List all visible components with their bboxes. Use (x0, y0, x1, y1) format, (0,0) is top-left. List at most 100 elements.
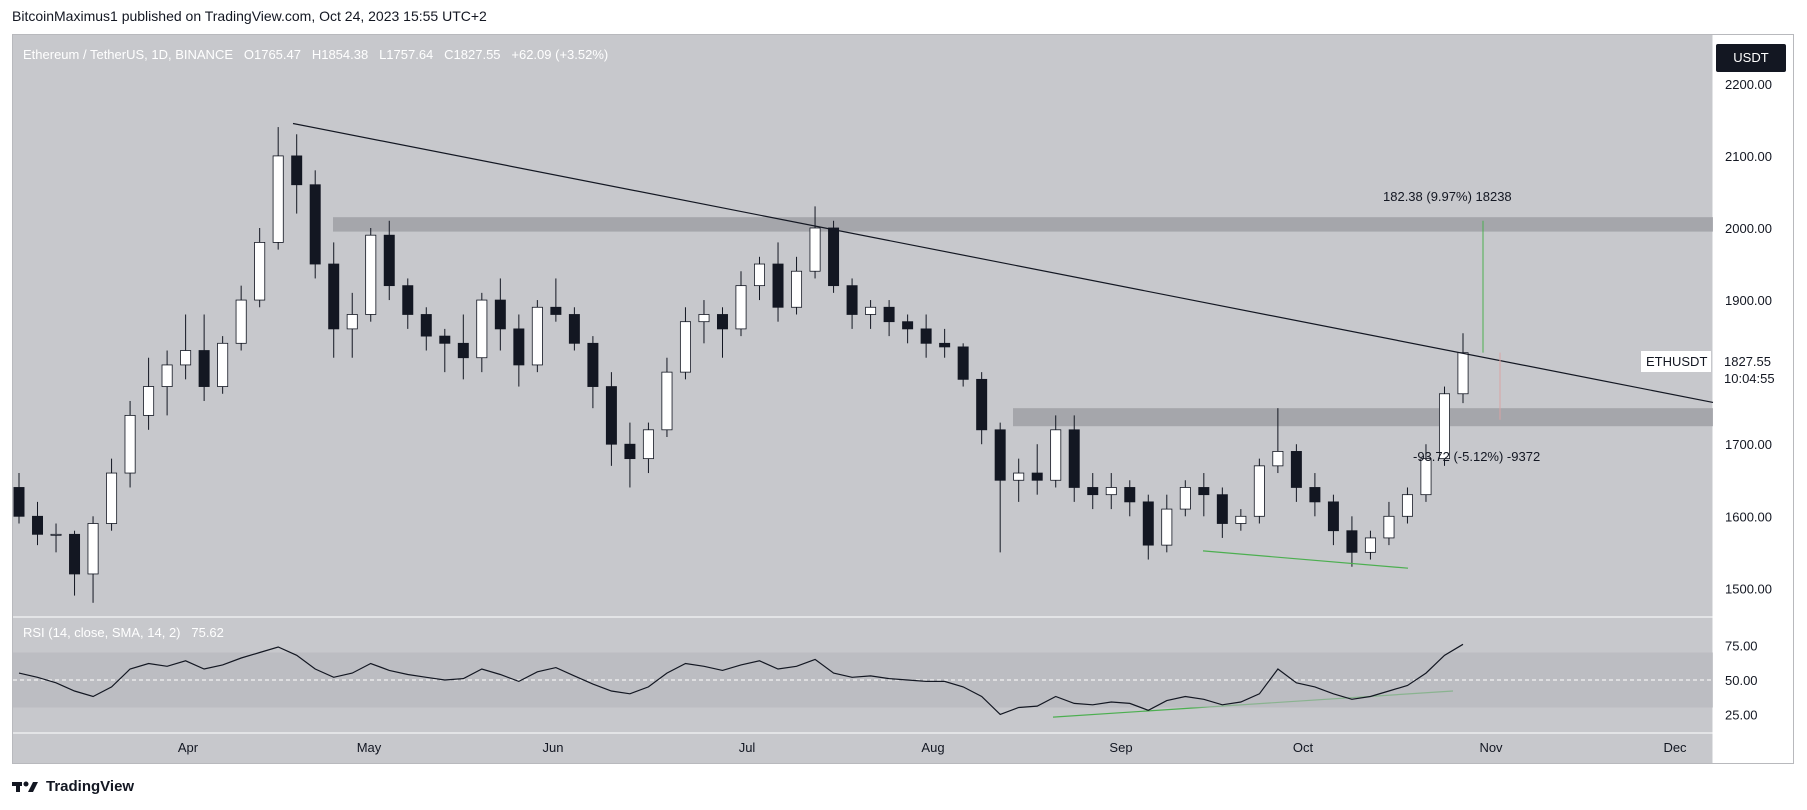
candle-body (1068, 429, 1080, 488)
candle-body (1401, 494, 1413, 517)
candle-body (365, 234, 377, 315)
price-tick-label: 1600.00 (1725, 509, 1772, 524)
candle-body (939, 342, 951, 348)
footer[interactable]: TradingView (12, 778, 134, 795)
bar-countdown: 10:04:55 (1724, 371, 1775, 386)
candle-body (198, 350, 210, 387)
candle-body (106, 472, 118, 524)
tradingview-brand[interactable]: TradingView (46, 778, 135, 795)
candle-body (69, 533, 81, 575)
candle-body (902, 321, 914, 330)
candle-body (550, 306, 562, 315)
price-tick-label: 2000.00 (1725, 221, 1772, 236)
time-tick-label: Apr (178, 740, 199, 755)
high-label: H (311, 47, 322, 62)
candle-body (791, 270, 803, 308)
candle-body (661, 371, 673, 431)
currency-button[interactable]: USDT (1715, 43, 1787, 73)
candle-body (1179, 487, 1191, 510)
candle-body (1161, 508, 1173, 546)
rsi-value: 75.62 (191, 625, 224, 640)
open-label: O (243, 47, 254, 62)
price-tick-label: 1500.00 (1725, 581, 1772, 596)
low-label: L (379, 47, 387, 62)
close-label: C (444, 47, 454, 62)
candle-body (1087, 487, 1099, 496)
chart-canvas[interactable]: 2200.002100.002000.001900.001800.001700.… (13, 35, 1794, 764)
measure-down-label: -93.72 (-5.12%) -9372 (1413, 449, 1541, 464)
rsi-tick-label: 25.00 (1725, 707, 1758, 722)
open-value: 1765.47 (253, 47, 301, 62)
time-tick-label: May (357, 740, 382, 755)
chart-background (13, 35, 1793, 763)
candle-body (883, 306, 895, 323)
time-tick-label: Dec (1663, 740, 1687, 755)
candle-body (1235, 515, 1247, 524)
price-tick-label: 1900.00 (1725, 293, 1772, 308)
descending-trendline (292, 122, 1714, 404)
candle-body (679, 321, 691, 373)
candle-body (291, 155, 303, 186)
candle-body (754, 263, 766, 287)
candle-body (1327, 501, 1339, 532)
candle-body (124, 414, 136, 474)
publish-info: BitcoinMaximus1 published on TradingView… (12, 8, 487, 24)
candle-body (976, 378, 988, 431)
time-tick-label: Jul (739, 740, 756, 755)
candle-body (1013, 472, 1025, 481)
candle-body (994, 429, 1006, 481)
candle-body (957, 346, 969, 380)
candle-body (1198, 487, 1210, 496)
candle-body (457, 342, 469, 359)
candle-body (494, 299, 506, 330)
candle-body (846, 285, 858, 315)
candle-body (1420, 458, 1432, 496)
candle-body (1216, 494, 1228, 524)
price-tick-label: 2100.00 (1725, 149, 1772, 164)
candle-body (87, 523, 99, 575)
candle-body (531, 306, 543, 366)
candle-body (1457, 352, 1469, 395)
candle-body (587, 342, 599, 387)
resistance-zone (333, 217, 1713, 232)
candle-body (1364, 537, 1376, 553)
candle-body (568, 314, 580, 344)
time-tick-label: Jun (543, 740, 564, 755)
candle-body (1309, 487, 1321, 503)
candle-body (1290, 451, 1302, 488)
time-tick-label: Aug (921, 740, 944, 755)
last-price-label: 1827.55 10:04:55 (1720, 351, 1793, 389)
time-tick-label: Nov (1479, 740, 1503, 755)
candle-body (828, 227, 840, 287)
measure-up-label: 182.38 (9.97%) 18238 (1383, 189, 1512, 204)
candle-body (439, 335, 451, 344)
time-tick-label: Oct (1293, 740, 1314, 755)
candle-body (180, 350, 192, 366)
candle-body (217, 342, 229, 387)
tradingview-logo-icon (12, 781, 38, 792)
candle-body (235, 299, 247, 344)
candle-body (161, 364, 173, 387)
candle-body (420, 314, 432, 337)
rsi-legend: RSI (14, close, SMA, 14, 2) 75.62 (23, 625, 224, 640)
candle-body (1124, 487, 1136, 503)
rsi-tick-label: 50.00 (1725, 673, 1758, 688)
last-price-value: 1827.55 (1724, 354, 1771, 369)
price-tick-label: 1700.00 (1725, 437, 1772, 452)
candle-body (143, 386, 155, 416)
candle-body (328, 263, 340, 330)
candle-body (32, 515, 44, 535)
candle-body (254, 242, 266, 301)
price-divergence-line (1202, 550, 1409, 569)
chart-panel[interactable]: 2200.002100.002000.001900.001800.001700.… (12, 34, 1794, 764)
candle-body (735, 285, 747, 330)
candle-body (1272, 451, 1284, 467)
last-price-symbol: ETHUSDT (1641, 351, 1711, 372)
candle-body (402, 285, 414, 315)
candle-body (1031, 472, 1043, 481)
rsi-tick-label: 75.00 (1725, 639, 1758, 654)
time-tick-label: Sep (1109, 740, 1132, 755)
close-value: 1827.55 (453, 47, 501, 62)
candle-body (13, 487, 25, 517)
candle-body (642, 429, 654, 460)
